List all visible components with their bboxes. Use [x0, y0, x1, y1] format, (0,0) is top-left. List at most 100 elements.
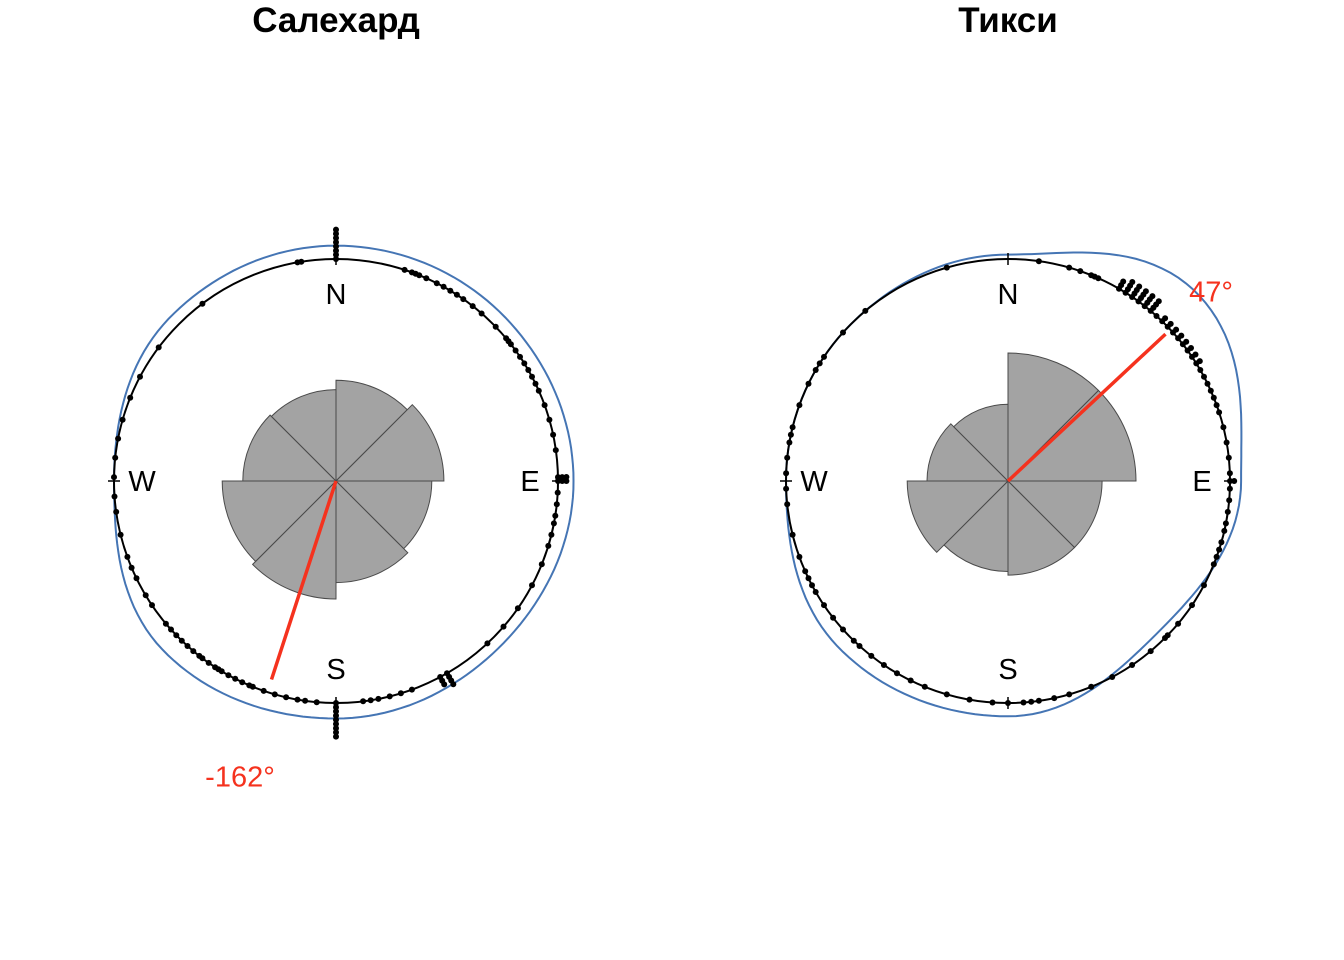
rose-wedge — [906, 480, 1010, 554]
observation-point — [1201, 373, 1207, 380]
observation-point — [313, 699, 320, 706]
observation-point — [1204, 380, 1211, 387]
observation-point — [1222, 520, 1229, 527]
observation-point — [1226, 497, 1233, 504]
observation-point — [856, 643, 863, 649]
observation-point — [1196, 358, 1203, 365]
observation-point — [1225, 454, 1232, 461]
rose-diagram — [906, 352, 1137, 576]
observation-point — [1095, 275, 1102, 282]
observation-point — [1192, 351, 1199, 358]
observation-point — [333, 235, 339, 241]
observation-point — [1162, 315, 1169, 322]
observation-point — [880, 662, 887, 668]
observation-point — [333, 716, 339, 723]
observation-point — [271, 691, 278, 698]
observation-point — [111, 474, 117, 481]
observation-point — [1109, 674, 1116, 680]
observation-point — [333, 729, 339, 736]
observation-point — [1218, 539, 1225, 546]
observation-point — [333, 700, 339, 706]
observation-point — [552, 512, 559, 519]
observation-point — [553, 501, 560, 508]
observation-point — [805, 380, 812, 387]
observation-point — [298, 258, 305, 265]
observation-point — [830, 614, 837, 621]
observation-point — [1051, 695, 1058, 702]
observation-point — [283, 694, 290, 701]
observation-point — [783, 470, 790, 477]
observation-points — [783, 258, 1238, 706]
rose-wedge — [1007, 352, 1100, 483]
compass-label-west: W — [128, 466, 156, 498]
observation-point — [1129, 662, 1136, 668]
observation-point — [453, 291, 460, 298]
rose-wedge — [1007, 479, 1076, 576]
observation-point — [840, 626, 846, 633]
observation-point — [1188, 345, 1194, 351]
observation-point — [1183, 338, 1190, 345]
observation-point — [1201, 582, 1207, 589]
observation-point — [333, 725, 339, 732]
compass-label-east: E — [1192, 466, 1211, 498]
observation-point — [484, 640, 491, 647]
observation-point — [796, 553, 803, 560]
rose-wedge — [335, 479, 409, 584]
observation-point — [333, 721, 339, 727]
mean-direction-label: 47° — [1189, 277, 1233, 309]
observation-point — [168, 626, 174, 633]
observation-point — [786, 439, 793, 446]
observation-point — [1216, 409, 1223, 416]
observation-point — [112, 454, 119, 461]
observation-point — [401, 266, 408, 273]
observation-point — [812, 367, 819, 373]
circular-plot-tiksi: Тикси N E S W 47° — [780, 1, 1243, 718]
observation-point — [440, 283, 447, 290]
observation-point — [1020, 699, 1027, 706]
observation-point — [117, 531, 124, 538]
observation-point — [966, 696, 973, 703]
observation-point — [563, 478, 570, 484]
observation-point — [333, 712, 339, 719]
observation-point — [1162, 635, 1168, 641]
observation-point — [1147, 648, 1154, 655]
observation-point — [529, 582, 535, 589]
observation-point — [124, 553, 131, 560]
plot-title: Тикси — [958, 1, 1058, 40]
observation-point — [529, 373, 535, 380]
observation-point — [1035, 258, 1042, 265]
rose-wedge — [334, 480, 433, 550]
observation-point — [816, 360, 823, 367]
observation-point — [789, 531, 796, 538]
observation-point — [433, 280, 440, 287]
compass-label-south: S — [998, 654, 1017, 686]
observation-point — [1221, 527, 1228, 534]
observation-point — [239, 679, 246, 686]
observation-point — [460, 296, 467, 303]
observation-point — [205, 659, 212, 666]
observation-point — [360, 698, 367, 705]
observation-point — [1088, 683, 1095, 690]
observation-point — [196, 652, 203, 659]
observation-point — [133, 575, 140, 582]
observation-point — [423, 275, 430, 282]
observation-point — [862, 307, 869, 314]
observation-point — [333, 239, 339, 246]
observation-point — [1136, 283, 1143, 290]
observation-point — [907, 677, 914, 684]
rose-wedge — [952, 403, 1009, 483]
observation-point — [1223, 439, 1230, 446]
observation-point — [550, 431, 557, 438]
observation-point — [821, 353, 827, 360]
observation-point — [1142, 288, 1149, 295]
observation-point — [232, 675, 239, 682]
observation-point — [115, 435, 122, 442]
rose-diagram — [221, 379, 445, 600]
observation-point — [546, 416, 553, 423]
observation-point — [850, 637, 857, 644]
observation-point — [178, 637, 185, 644]
rose-wedge — [221, 480, 338, 563]
observation-point — [1224, 508, 1231, 515]
observation-point — [943, 264, 950, 271]
